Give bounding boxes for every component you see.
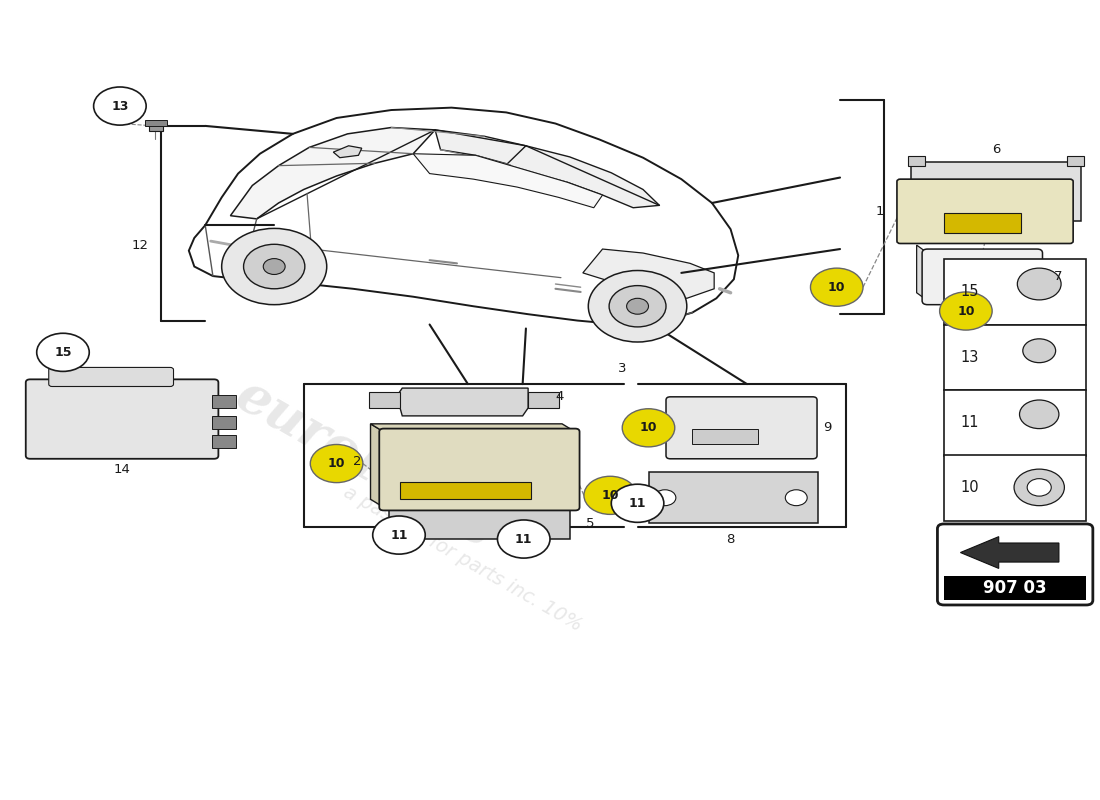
Text: 8: 8: [726, 533, 735, 546]
FancyBboxPatch shape: [212, 395, 235, 408]
Circle shape: [1014, 469, 1065, 506]
Text: 10: 10: [957, 305, 975, 318]
Polygon shape: [911, 162, 1081, 222]
Text: 2: 2: [353, 455, 362, 468]
Circle shape: [497, 520, 550, 558]
Text: 10: 10: [640, 422, 658, 434]
Text: 5: 5: [586, 517, 595, 530]
Polygon shape: [916, 245, 927, 301]
Circle shape: [373, 516, 426, 554]
Circle shape: [588, 270, 686, 342]
Text: 10: 10: [960, 480, 979, 495]
Text: 15: 15: [960, 285, 979, 299]
Text: 13: 13: [111, 99, 129, 113]
Text: 10: 10: [602, 489, 619, 502]
Circle shape: [939, 292, 992, 330]
FancyBboxPatch shape: [528, 392, 559, 408]
FancyBboxPatch shape: [212, 416, 235, 429]
Text: 3: 3: [618, 362, 627, 374]
FancyBboxPatch shape: [150, 123, 163, 131]
Circle shape: [1023, 339, 1056, 362]
Circle shape: [609, 286, 666, 327]
FancyBboxPatch shape: [400, 482, 531, 499]
Text: 13: 13: [960, 350, 979, 365]
FancyBboxPatch shape: [1067, 156, 1085, 166]
Circle shape: [811, 268, 864, 306]
FancyBboxPatch shape: [944, 214, 1021, 233]
FancyBboxPatch shape: [389, 509, 570, 539]
FancyBboxPatch shape: [212, 435, 235, 448]
Text: a passion for parts inc. 10%: a passion for parts inc. 10%: [340, 482, 585, 635]
FancyBboxPatch shape: [944, 259, 1087, 326]
FancyBboxPatch shape: [25, 379, 219, 458]
Text: 1: 1: [876, 205, 883, 218]
Circle shape: [243, 244, 305, 289]
FancyBboxPatch shape: [922, 249, 1043, 305]
FancyBboxPatch shape: [379, 429, 580, 510]
Polygon shape: [230, 127, 436, 219]
FancyBboxPatch shape: [908, 156, 925, 166]
FancyBboxPatch shape: [145, 119, 167, 126]
FancyBboxPatch shape: [944, 325, 1087, 390]
Polygon shape: [333, 146, 362, 158]
FancyBboxPatch shape: [937, 524, 1092, 605]
Polygon shape: [436, 130, 526, 165]
Text: 10: 10: [328, 457, 345, 470]
Text: euroParts: euroParts: [227, 370, 502, 558]
Text: 10: 10: [828, 281, 846, 294]
Circle shape: [654, 490, 675, 506]
FancyBboxPatch shape: [944, 390, 1087, 456]
Circle shape: [1020, 400, 1059, 429]
Text: 11: 11: [960, 414, 979, 430]
Text: 907 03: 907 03: [983, 579, 1047, 598]
Polygon shape: [371, 424, 384, 507]
Text: 11: 11: [390, 529, 408, 542]
Text: 15: 15: [54, 346, 72, 359]
Circle shape: [584, 476, 637, 514]
Text: 14: 14: [113, 463, 131, 477]
FancyBboxPatch shape: [649, 471, 818, 523]
Text: 7: 7: [1054, 270, 1062, 283]
FancyBboxPatch shape: [48, 367, 174, 386]
Polygon shape: [414, 154, 603, 208]
FancyBboxPatch shape: [944, 455, 1087, 521]
FancyBboxPatch shape: [666, 397, 817, 458]
Circle shape: [222, 229, 327, 305]
Circle shape: [263, 258, 285, 274]
Circle shape: [627, 298, 649, 314]
Text: 11: 11: [629, 497, 647, 510]
Text: 4: 4: [556, 390, 564, 402]
Circle shape: [310, 445, 363, 482]
FancyBboxPatch shape: [944, 576, 1087, 600]
FancyBboxPatch shape: [896, 179, 1074, 243]
Text: 11: 11: [515, 533, 532, 546]
Circle shape: [1018, 268, 1062, 300]
Text: 12: 12: [131, 238, 149, 251]
Polygon shape: [960, 537, 1059, 569]
Polygon shape: [371, 424, 575, 432]
Circle shape: [785, 490, 807, 506]
Text: 9: 9: [824, 422, 832, 434]
Polygon shape: [583, 249, 714, 298]
FancyBboxPatch shape: [370, 392, 400, 408]
Circle shape: [94, 87, 146, 125]
FancyBboxPatch shape: [692, 430, 758, 444]
Circle shape: [623, 409, 674, 447]
Polygon shape: [506, 146, 659, 208]
Circle shape: [612, 484, 663, 522]
Polygon shape: [397, 388, 528, 416]
Circle shape: [36, 334, 89, 371]
Circle shape: [1027, 478, 1052, 496]
Polygon shape: [189, 108, 738, 325]
Text: 6: 6: [992, 143, 1000, 156]
